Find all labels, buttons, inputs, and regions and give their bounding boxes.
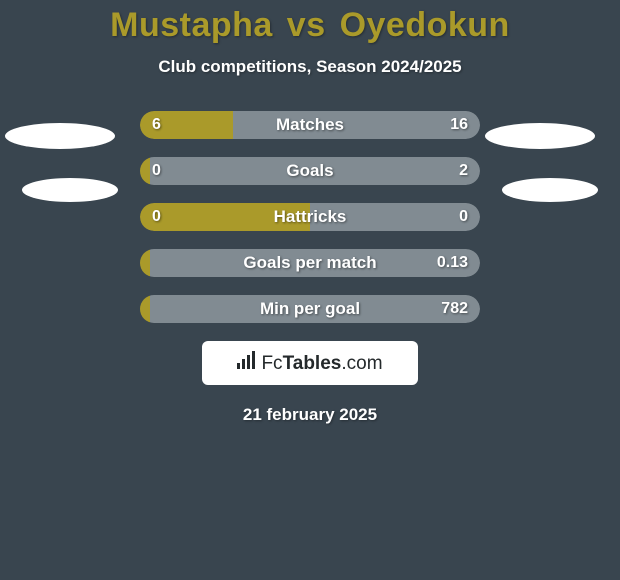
player-ellipse-right-1 <box>485 123 595 149</box>
title-left: Mustapha <box>110 6 273 44</box>
brand-text: FcTables.com <box>261 353 382 375</box>
stat-bars: Matches616Goals02Hattricks00Goals per ma… <box>140 111 480 323</box>
bar-label: Hattricks <box>140 203 480 231</box>
bar-value-right: 16 <box>450 111 468 139</box>
title-right: Oyedokun <box>340 6 510 44</box>
bar-label: Min per goal <box>140 295 480 323</box>
bar-label: Goals <box>140 157 480 185</box>
player-ellipse-left-1 <box>5 123 115 149</box>
comparison-infographic: Mustapha vs Oyedokun Club competitions, … <box>0 0 620 580</box>
bar-value-left: 0 <box>152 203 161 231</box>
bar-label: Matches <box>140 111 480 139</box>
brand-icon-bar <box>247 355 250 369</box>
player-ellipse-right-2 <box>502 178 598 202</box>
brand-icon-bar <box>252 351 255 369</box>
bar-value-right: 0.13 <box>437 249 468 277</box>
date-text: 21 february 2025 <box>0 405 620 425</box>
subtitle: Club competitions, Season 2024/2025 <box>0 57 620 77</box>
brand: FcTables.com <box>237 351 382 375</box>
brand-main: Tables <box>283 353 342 374</box>
bar-chart-icon <box>237 351 255 369</box>
bar-value-left: 6 <box>152 111 161 139</box>
brand-icon-bar <box>237 363 240 369</box>
brand-box: FcTables.com <box>202 341 418 385</box>
stat-bar-row: Min per goal782 <box>140 295 480 323</box>
stat-bar-row: Hattricks0 0 <box>140 203 480 231</box>
bar-value-right: 782 <box>441 295 468 323</box>
stat-bar-row: Goals per match0.13 <box>140 249 480 277</box>
player-ellipse-left-2 <box>22 178 118 202</box>
stat-bar-row: Matches6 16 <box>140 111 480 139</box>
brand-suffix: .com <box>341 353 382 374</box>
title-vs: vs <box>287 6 326 44</box>
bar-label: Goals per match <box>140 249 480 277</box>
brand-prefix: Fc <box>261 353 282 374</box>
bar-value-right: 0 <box>459 203 468 231</box>
page-title: Mustapha vs Oyedokun <box>0 0 620 45</box>
stat-bar-row: Goals0 2 <box>140 157 480 185</box>
brand-icon-bar <box>242 359 245 369</box>
bar-value-left: 0 <box>152 157 161 185</box>
bar-value-right: 2 <box>459 157 468 185</box>
